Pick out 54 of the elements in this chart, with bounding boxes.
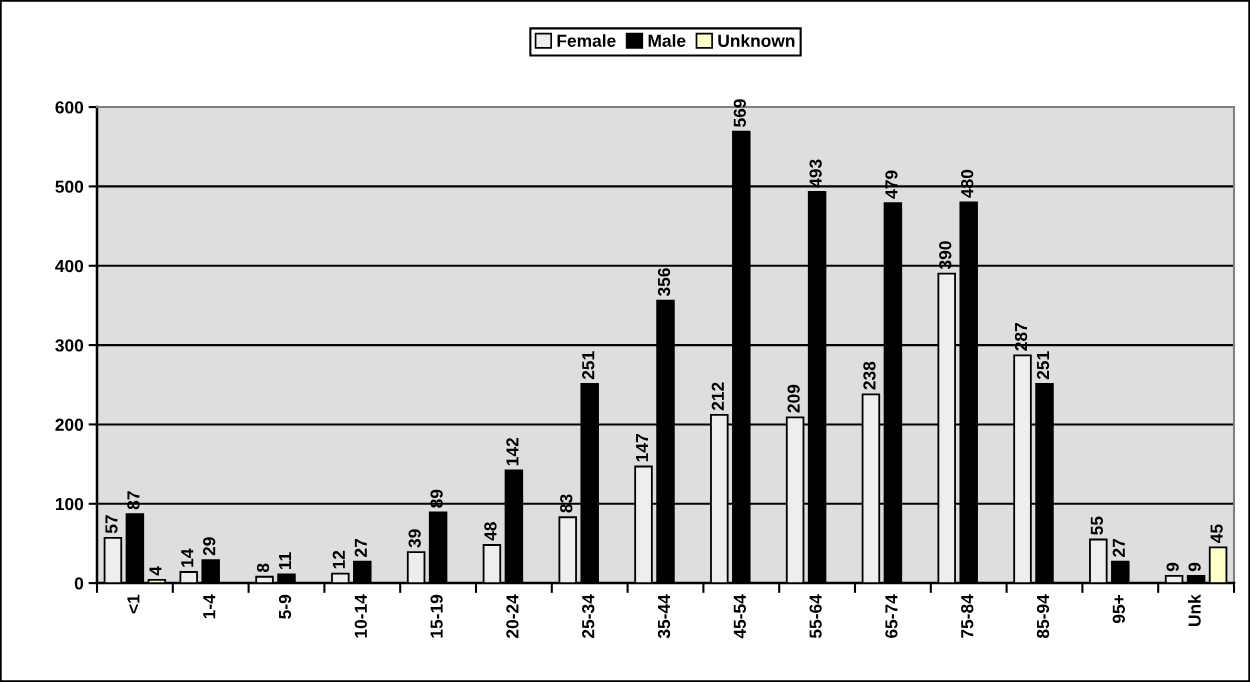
x-tick-label: 75-84 xyxy=(961,594,974,638)
data-label: 39 xyxy=(408,529,421,548)
data-label: 9 xyxy=(1166,562,1179,572)
data-label: 238 xyxy=(863,361,876,390)
data-label: 12 xyxy=(332,550,345,569)
data-label: 493 xyxy=(809,159,822,188)
data-label: 147 xyxy=(636,434,649,462)
data-label: 356 xyxy=(657,268,671,297)
y-tick-label: 0 xyxy=(74,577,84,590)
x-tick-label: 45-54 xyxy=(733,594,746,639)
data-label: 11 xyxy=(279,552,291,570)
y-tick-label: 300 xyxy=(55,339,84,352)
y-tick-label: 400 xyxy=(55,259,84,273)
legend-label: Male xyxy=(648,34,686,47)
data-label: 251 xyxy=(1036,351,1050,380)
x-tick-label: 65-74 xyxy=(885,594,898,638)
data-label: 4 xyxy=(149,566,162,576)
data-label: 14 xyxy=(181,548,194,567)
x-tick-label: 5-9 xyxy=(278,594,292,619)
data-label: 27 xyxy=(1112,538,1125,557)
data-label: 83 xyxy=(560,494,573,513)
x-tick-label: 10-14 xyxy=(354,594,367,638)
data-label: 55 xyxy=(1090,516,1103,535)
y-tick-label: 600 xyxy=(55,101,84,114)
x-tick-label: 15-19 xyxy=(430,594,443,638)
legend-label: Unknown xyxy=(718,34,795,47)
data-label: 57 xyxy=(105,515,118,534)
x-tick-label: Unk xyxy=(1188,594,1201,626)
data-label: 27 xyxy=(354,538,367,557)
x-tick-label: 85-94 xyxy=(1036,594,1050,639)
legend-label: Female xyxy=(557,34,616,47)
data-label: 29 xyxy=(203,537,216,556)
data-label: 48 xyxy=(484,522,497,541)
data-label: 209 xyxy=(787,384,800,413)
data-label: 9 xyxy=(1188,562,1201,572)
data-label: 142 xyxy=(506,438,519,466)
y-tick-label: 500 xyxy=(55,180,84,193)
x-tick-label: 95+ xyxy=(1112,594,1125,624)
data-label: 479 xyxy=(885,170,898,199)
y-tick-label: 100 xyxy=(55,497,84,511)
data-label: 212 xyxy=(711,382,724,411)
data-label: 45 xyxy=(1210,524,1223,543)
x-tick-label: <1 xyxy=(127,594,140,614)
data-label: 8 xyxy=(256,563,270,573)
data-label: 569 xyxy=(733,99,746,127)
x-tick-label: 1-4 xyxy=(203,594,216,619)
x-tick-label: 25-34 xyxy=(582,594,595,639)
data-label: 390 xyxy=(939,241,952,270)
x-tick-label: 20-24 xyxy=(506,594,519,639)
x-tick-label: 35-44 xyxy=(657,594,671,639)
y-tick-label: 200 xyxy=(55,418,84,431)
data-label: 89 xyxy=(430,489,443,508)
x-tick-label: 55-64 xyxy=(809,594,822,639)
data-label: 251 xyxy=(582,351,595,380)
